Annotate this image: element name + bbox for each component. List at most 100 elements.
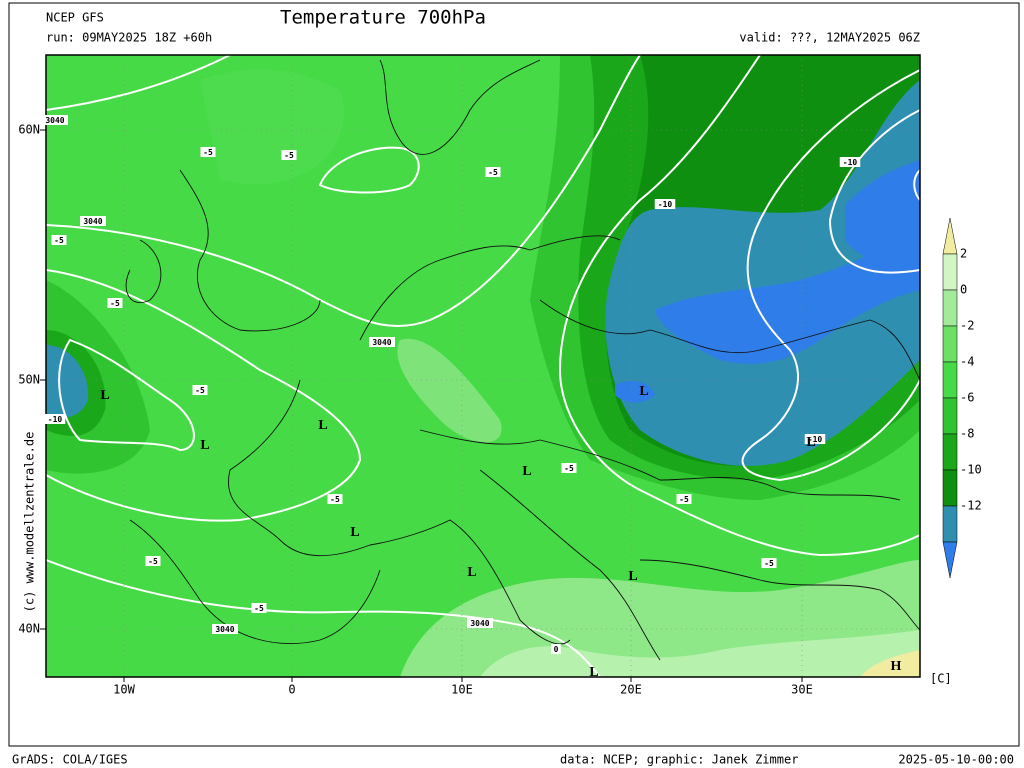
temperature-label-text: 0 xyxy=(554,645,559,654)
footer-center: data: NCEP; graphic: Janek Zimmer xyxy=(560,753,798,767)
colorbar-cell xyxy=(942,541,958,579)
temperature-label: -10 xyxy=(839,157,861,167)
temperature-label-box xyxy=(51,235,67,245)
colorbar-cell xyxy=(942,289,958,327)
temperature-label-box xyxy=(551,644,561,654)
pressure-center: L xyxy=(467,565,476,580)
valid-info: valid: ???, 12MAY2025 06Z xyxy=(739,31,920,45)
temperature-label-text: -5 xyxy=(110,299,120,308)
temperature-label: -5 xyxy=(51,235,67,245)
height-label: 3040 xyxy=(467,618,493,628)
temperature-label-box xyxy=(107,298,123,308)
colorbar-label: -2 xyxy=(960,319,974,333)
run-info: run: 09MAY2025 18Z +60h xyxy=(46,31,212,45)
map-field xyxy=(46,55,920,677)
height-label-box xyxy=(467,618,493,628)
temperature-label: -5 xyxy=(145,556,161,566)
temperature-label-text: -5 xyxy=(764,559,774,568)
temperature-label-text: -5 xyxy=(54,236,64,245)
unit-label: [C] xyxy=(930,672,952,686)
temperature-label: -5 xyxy=(676,494,692,504)
colorbar-cell xyxy=(942,325,958,363)
colorbar-label: 2 xyxy=(960,247,967,261)
temperature-label-box xyxy=(485,167,501,177)
temperature-label-text: -5 xyxy=(679,495,689,504)
height-label: 3040 xyxy=(369,337,395,347)
temperature-label-text: -5 xyxy=(203,148,213,157)
lon-label: 20E xyxy=(620,683,642,697)
temperature-label: -5 xyxy=(327,494,343,504)
lon-label: 0 xyxy=(288,683,295,697)
height-label-text: 3040 xyxy=(83,217,102,226)
pressure-center: L xyxy=(350,525,359,540)
temperature-label-text: -5 xyxy=(195,386,205,395)
temperature-label-box xyxy=(281,150,297,160)
footer-left: GrADS: COLA/IGES xyxy=(12,753,128,767)
colorbar-label: -6 xyxy=(960,391,974,405)
frame xyxy=(8,2,1020,747)
height-label-text: 3040 xyxy=(372,338,391,347)
temperature-label: -10 xyxy=(654,199,676,209)
temperature-label: -5 xyxy=(485,167,501,177)
lat-label: 40N xyxy=(18,622,40,636)
height-label-box xyxy=(212,624,238,634)
pressure-center: L xyxy=(522,464,531,479)
map-border xyxy=(45,54,921,678)
lon-label: 10W xyxy=(113,683,135,697)
temperature-label-box xyxy=(654,199,676,209)
pressure-center: L xyxy=(628,569,637,584)
credit: (c) www.modellzentrale.de xyxy=(23,432,37,613)
temperature-label: -5 xyxy=(107,298,123,308)
lon-label: 10E xyxy=(451,683,473,697)
height-label: 3040 xyxy=(42,115,68,125)
temperature-label-text: -5 xyxy=(254,604,264,613)
height-label: 3040 xyxy=(80,216,106,226)
temperature-label: 0 xyxy=(551,644,561,654)
pressure-center: L xyxy=(318,418,327,433)
temperature-label: -10 xyxy=(44,414,66,424)
pressure-center: L xyxy=(806,435,815,450)
height-label-box xyxy=(369,337,395,347)
height-label-text: 3040 xyxy=(45,116,64,125)
lat-label: 50N xyxy=(18,373,40,387)
temperature-label: -5 xyxy=(561,463,577,473)
temperature-label: -5 xyxy=(200,147,216,157)
temperature-label-box xyxy=(561,463,577,473)
temperature-label-text: -5 xyxy=(564,464,574,473)
colorbar-label: -10 xyxy=(960,463,982,477)
temperature-label-box xyxy=(761,558,777,568)
temperature-label-box xyxy=(44,414,66,424)
colorbar-cell xyxy=(942,361,958,399)
colorbar-cell xyxy=(942,433,958,471)
temperature-label: -5 xyxy=(761,558,777,568)
colorbar-label: 0 xyxy=(960,283,967,297)
colorbar-cell xyxy=(942,253,958,291)
pressure-center: L xyxy=(100,388,109,403)
pressure-center: L xyxy=(639,384,648,399)
lat-label: 60N xyxy=(18,123,40,137)
temperature-label-text: -5 xyxy=(330,495,340,504)
colorbar-label: -8 xyxy=(960,427,974,441)
temperature-label: -10 xyxy=(804,434,826,444)
height-label-text: 3040 xyxy=(470,619,489,628)
temperature-label-text: -10 xyxy=(808,435,823,444)
temperature-label-text: -10 xyxy=(48,415,63,424)
height-label-text: 3040 xyxy=(215,625,234,634)
temperature-label-box xyxy=(145,556,161,566)
temperature-label-text: -5 xyxy=(148,557,158,566)
temperature-label-box xyxy=(251,603,267,613)
temperature-label-box xyxy=(839,157,861,167)
temperature-label: -5 xyxy=(281,150,297,160)
temperature-label: -5 xyxy=(251,603,267,613)
temperature-label-box xyxy=(192,385,208,395)
temperature-label-box xyxy=(200,147,216,157)
height-label: 3040 xyxy=(212,624,238,634)
colorbar-cell xyxy=(942,469,958,507)
pressure-center: L xyxy=(589,665,598,680)
colorbar-label: -4 xyxy=(960,355,974,369)
temperature-label-box xyxy=(804,434,826,444)
temperature-label-text: -10 xyxy=(658,200,673,209)
temperature-label-text: -5 xyxy=(488,168,498,177)
temperature-label-text: -10 xyxy=(843,158,858,167)
colorbar-cell xyxy=(942,217,958,255)
